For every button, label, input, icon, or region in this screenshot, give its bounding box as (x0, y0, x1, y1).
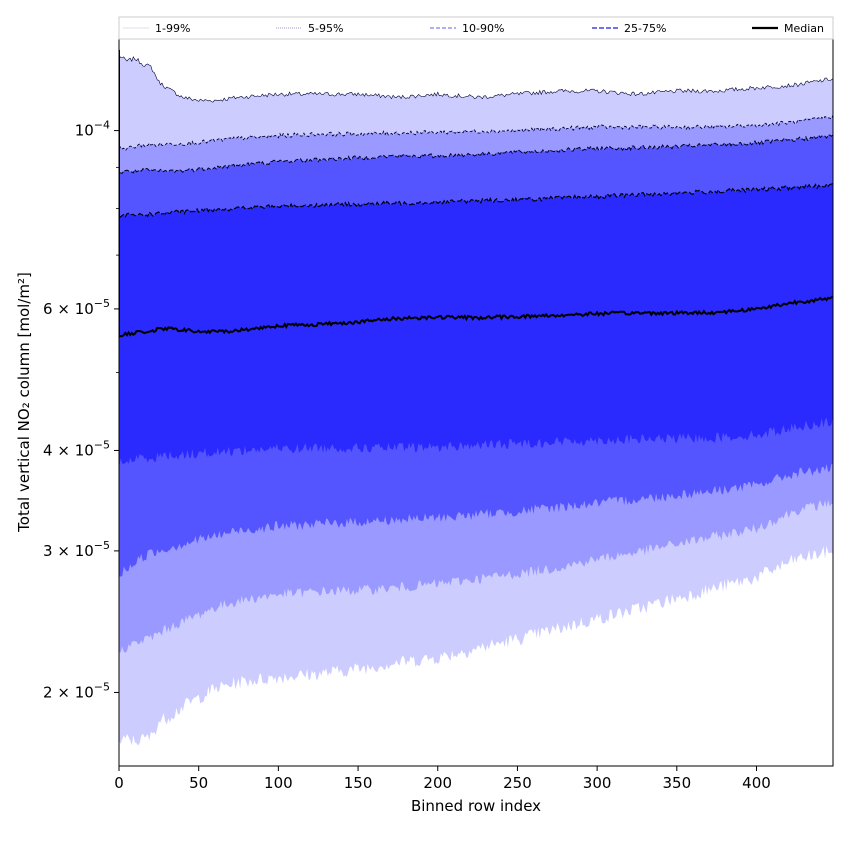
legend-entry-label: 10-90% (462, 22, 504, 35)
x-axis-label: Binned row index (411, 797, 541, 815)
x-tick-label: 50 (189, 774, 208, 792)
band-upper-edge-5-95pct (119, 114, 833, 152)
y-tick-label: 2 × 10−5 (43, 680, 110, 701)
median-line (119, 49, 833, 338)
x-tick-label: 200 (423, 774, 452, 792)
legend-entry-label: Median (784, 22, 824, 35)
median-layer (119, 49, 833, 338)
x-tick-label: 150 (344, 774, 373, 792)
y-tick-label: 6 × 10−5 (43, 297, 110, 318)
legend-entry-label: 1-99% (155, 22, 190, 35)
y-tick-label: 3 × 10−5 (43, 539, 110, 560)
x-tick-label: 0 (114, 774, 124, 792)
x-tick-label: 100 (264, 774, 293, 792)
band-25-75pct (119, 183, 833, 469)
x-axis: 0 50 100 150 200 250 300 350 400 (114, 766, 771, 792)
legend-entry-label: 5-95% (308, 22, 343, 35)
y-tick-label: 10−4 (75, 119, 110, 140)
legend-entry-label: 25-75% (624, 22, 666, 35)
y-tick-label: 4 × 10−5 (43, 438, 110, 459)
x-tick-label: 300 (583, 774, 612, 792)
band-upper-edge-25-75pct (119, 182, 833, 218)
band-edges-layer (119, 54, 833, 218)
x-tick-label: 400 (742, 774, 771, 792)
legend-box (118, 16, 834, 40)
band-upper-edge-1-99pct (119, 54, 833, 103)
y-axis-label: Total vertical NO₂ column [mol/m²] (15, 272, 33, 533)
x-tick-label: 350 (662, 774, 691, 792)
y-axis: 2 × 10−5 3 × 10−5 4 × 10−5 6 × 10−5 10−4 (43, 119, 119, 701)
legend: 1-99% 5-95% 10-90% 25-75% Median (118, 16, 834, 40)
band-upper-edge-10-90pct (119, 134, 833, 174)
x-tick-label: 250 (503, 774, 532, 792)
bands-layer (119, 55, 833, 746)
